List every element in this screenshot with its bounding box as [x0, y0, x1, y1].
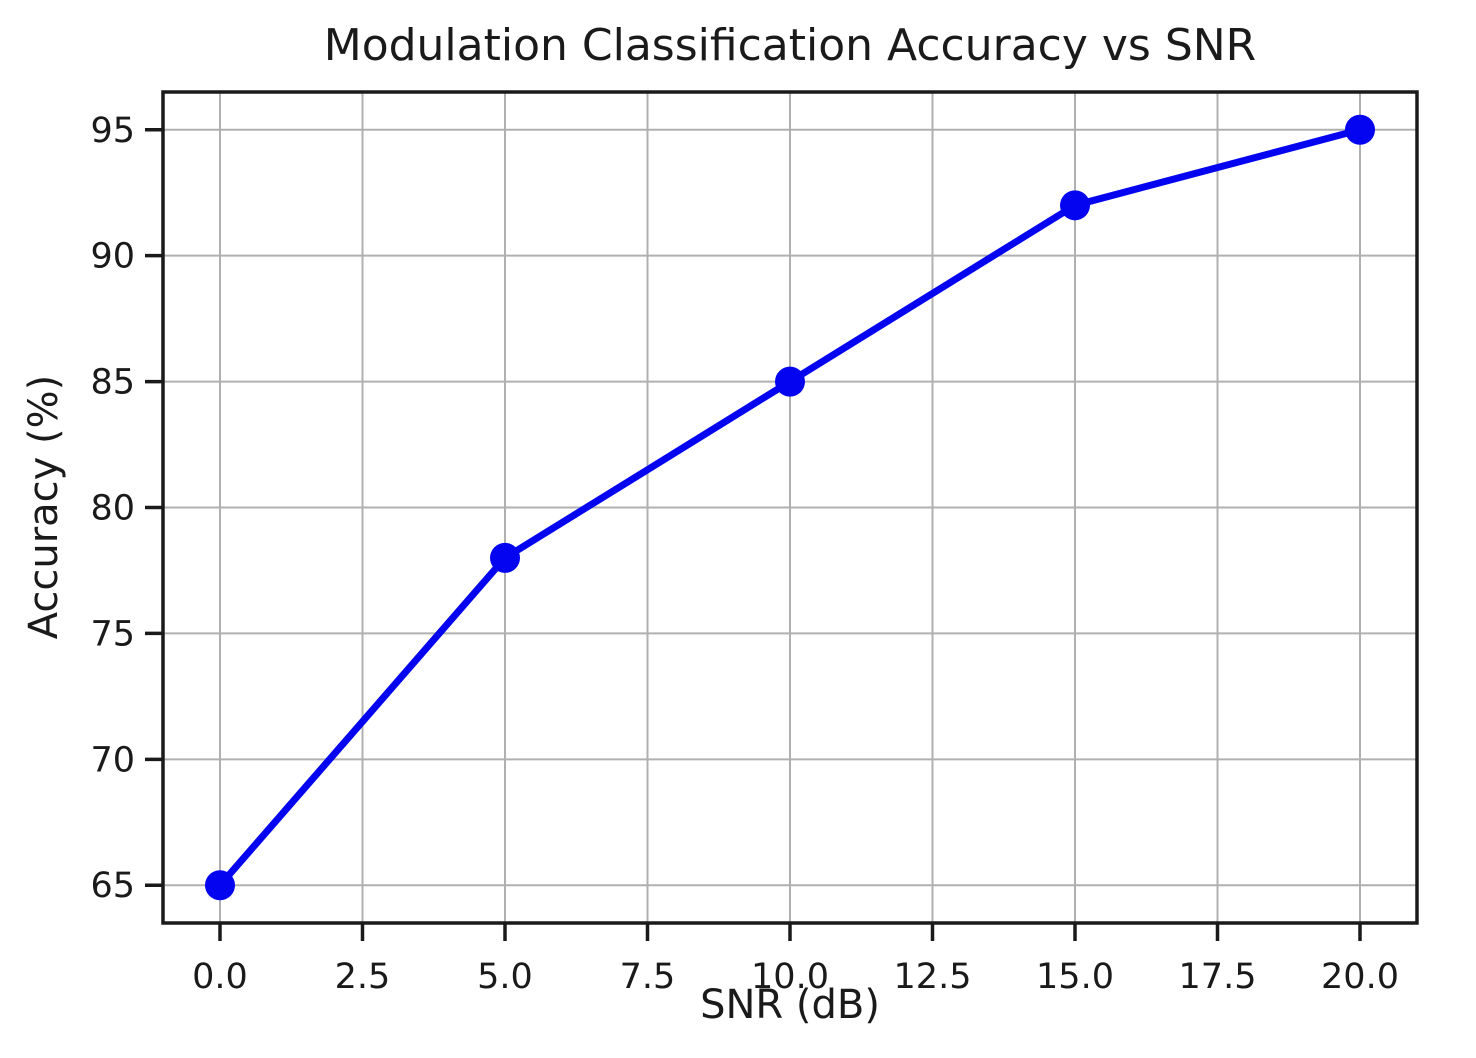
- data-point: [490, 542, 520, 573]
- data-point: [1345, 114, 1375, 145]
- y-tick-label: 90: [90, 237, 135, 277]
- data-point: [205, 870, 235, 901]
- y-tick-label: 85: [90, 363, 135, 403]
- x-tick-label: 17.5: [1179, 957, 1257, 997]
- x-tick-label: 7.5: [620, 957, 676, 997]
- x-tick-label: 5.0: [477, 957, 533, 997]
- data-point: [775, 366, 805, 397]
- x-tick-label: 2.5: [335, 957, 391, 997]
- y-tick-label: 75: [90, 614, 135, 654]
- chart-title: Modulation Classification Accuracy vs SN…: [323, 20, 1257, 71]
- x-tick-label: 15.0: [1036, 957, 1114, 997]
- x-tick-label: 20.0: [1321, 957, 1399, 997]
- y-tick-label: 95: [90, 111, 135, 151]
- y-tick-label: 80: [90, 489, 135, 529]
- x-axis-label: SNR (dB): [700, 982, 880, 1028]
- y-axis-label: Accuracy (%): [21, 374, 67, 640]
- data-point: [1060, 190, 1090, 221]
- x-tick-label: 12.5: [894, 957, 972, 997]
- y-tick-label: 70: [90, 740, 135, 780]
- x-tick-label: 10.0: [751, 957, 829, 997]
- y-tick-label: 65: [90, 866, 135, 906]
- x-tick-label: 0.0: [192, 957, 248, 997]
